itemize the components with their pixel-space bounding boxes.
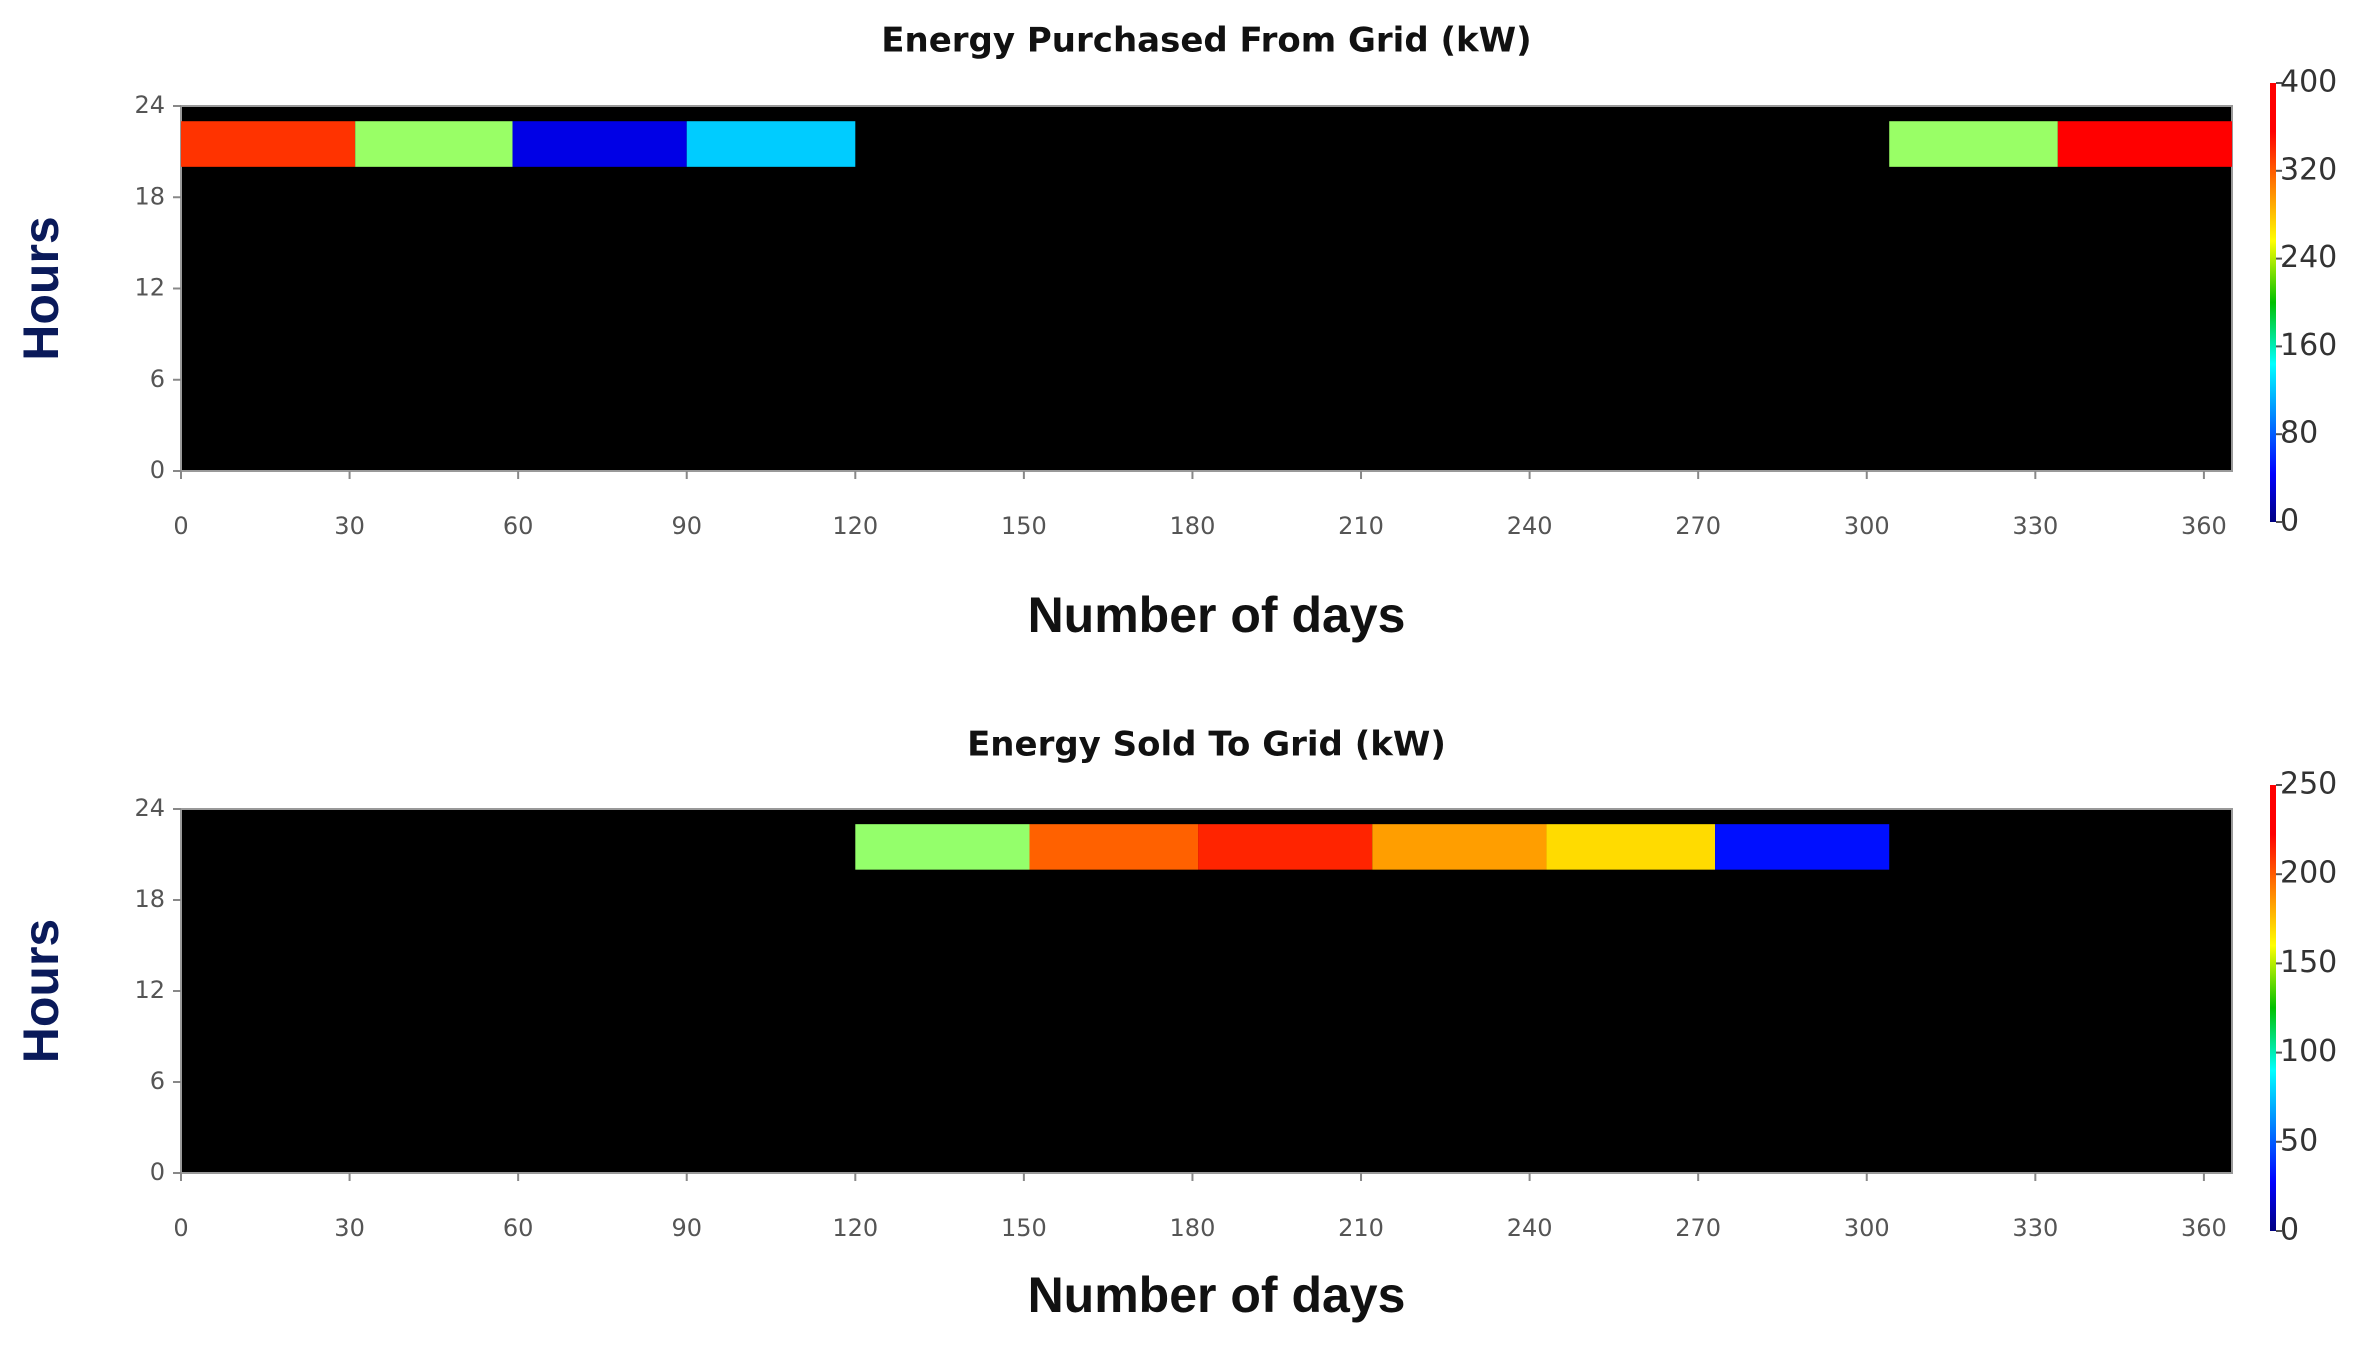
x-tick-label: 210 bbox=[1338, 512, 1384, 540]
x-tick-label: 180 bbox=[1170, 512, 1216, 540]
colorbar bbox=[2270, 785, 2276, 1231]
x-tick-label: 150 bbox=[1001, 512, 1047, 540]
x-tick-label: 240 bbox=[1507, 1214, 1553, 1242]
y-tick-label: 0 bbox=[150, 1158, 165, 1186]
x-tick-label: 120 bbox=[832, 1214, 878, 1242]
y-tick-label: 12 bbox=[134, 976, 165, 1004]
x-tick-label: 60 bbox=[503, 1214, 534, 1242]
chart-title: Energy Sold To Grid (kW) bbox=[967, 725, 1446, 765]
y-tick-label: 0 bbox=[150, 456, 165, 484]
colorbar-tick-label: 200 bbox=[2280, 856, 2337, 891]
y-tick-label: 18 bbox=[134, 182, 165, 210]
x-tick-label: 180 bbox=[1170, 1214, 1216, 1242]
heat-cell bbox=[1546, 824, 1716, 870]
x-tick-label: 0 bbox=[173, 1214, 188, 1242]
colorbar-tick-label: 50 bbox=[2280, 1123, 2318, 1158]
colorbar-tick-label: 80 bbox=[2280, 416, 2318, 451]
heat-cell bbox=[2057, 121, 2232, 167]
heat-cell bbox=[355, 121, 513, 167]
y-axis-label: Hours bbox=[13, 216, 69, 360]
colorbar bbox=[2270, 83, 2276, 522]
colorbar-tick-label: 0 bbox=[2280, 1213, 2299, 1248]
x-tick-label: 240 bbox=[1507, 512, 1553, 540]
y-axis-label: Hours bbox=[13, 919, 69, 1063]
y-tick-label: 24 bbox=[134, 794, 165, 822]
heat-cell bbox=[1889, 121, 2058, 167]
colorbar-tick-label: 250 bbox=[2280, 767, 2337, 802]
y-tick-label: 12 bbox=[134, 274, 165, 302]
x-tick-label: 300 bbox=[1844, 1214, 1890, 1242]
x-tick-label: 330 bbox=[2012, 512, 2058, 540]
colorbar-tick-label: 320 bbox=[2280, 152, 2337, 187]
x-tick-label: 30 bbox=[334, 1214, 365, 1242]
x-tick-label: 270 bbox=[1675, 512, 1721, 540]
y-tick-label: 6 bbox=[150, 1067, 165, 1095]
heat-cell bbox=[1715, 824, 1890, 870]
colorbar-tick-label: 240 bbox=[2280, 240, 2337, 275]
heat-cell bbox=[1029, 824, 1199, 870]
x-tick-label: 90 bbox=[671, 1214, 702, 1242]
y-tick-label: 18 bbox=[134, 885, 165, 913]
x-tick-label: 210 bbox=[1338, 1214, 1384, 1242]
heat-cell bbox=[512, 121, 687, 167]
x-tick-label: 360 bbox=[2181, 1214, 2227, 1242]
colorbar-tick-label: 0 bbox=[2280, 504, 2299, 539]
heat-cell bbox=[181, 121, 356, 167]
x-tick-label: 90 bbox=[671, 512, 702, 540]
heat-cell bbox=[1198, 824, 1373, 870]
colorbar-tick-label: 100 bbox=[2280, 1034, 2337, 1069]
x-tick-label: 120 bbox=[832, 512, 878, 540]
x-tick-label: 300 bbox=[1844, 512, 1890, 540]
x-tick-label: 330 bbox=[2012, 1214, 2058, 1242]
x-tick-label: 30 bbox=[334, 512, 365, 540]
x-tick-label: 60 bbox=[503, 512, 534, 540]
x-tick-label: 270 bbox=[1675, 1214, 1721, 1242]
colorbar-tick-label: 160 bbox=[2280, 328, 2337, 363]
heat-cell bbox=[1372, 824, 1547, 870]
x-tick-label: 0 bbox=[173, 512, 188, 540]
x-tick-label: 150 bbox=[1001, 1214, 1047, 1242]
x-axis-label: Number of days bbox=[1028, 1267, 1406, 1323]
chart-title: Energy Purchased From Grid (kW) bbox=[881, 21, 1531, 61]
x-tick-label: 360 bbox=[2181, 512, 2227, 540]
colorbar-tick-label: 150 bbox=[2280, 945, 2337, 980]
x-axis-label: Number of days bbox=[1028, 587, 1406, 643]
y-tick-label: 6 bbox=[150, 365, 165, 393]
y-tick-label: 24 bbox=[134, 91, 165, 119]
heat-cell bbox=[855, 824, 1030, 870]
heat-cell bbox=[686, 121, 856, 167]
colorbar-tick-label: 400 bbox=[2280, 65, 2337, 100]
